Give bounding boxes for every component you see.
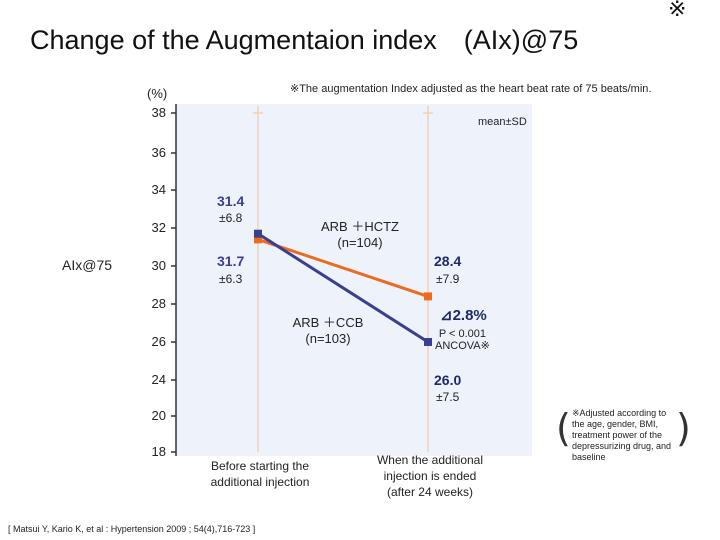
x-label-before: Before starting the additional injection: [190, 458, 330, 490]
y-tick-label: 34: [151, 182, 166, 197]
ccb-after-sd: ±7.5: [436, 390, 460, 404]
hctz-series-n: (n=104): [337, 235, 383, 250]
chart-title: Change of the Augmentaion index (AIx)@75: [30, 25, 579, 55]
hctz-after-value: 28.4: [434, 253, 462, 269]
title-reference-mark: ※: [668, 0, 687, 21]
hctz-series-name: ARB ＋HCTZ: [320, 219, 399, 234]
y-tick-label: 28: [151, 296, 166, 311]
y-tick-label: 30: [151, 258, 166, 273]
x-label-before-line: Before starting the: [210, 459, 310, 473]
y-axis: [171, 104, 177, 456]
p-value-annotation: P < 0.001 ANCOVA※: [435, 328, 490, 352]
ccb-series-label: ARB ＋CCB (n=103): [268, 312, 388, 346]
p-value: P < 0.001: [438, 328, 487, 340]
hctz-series-label: ARB ＋HCTZ (n=104): [300, 216, 420, 250]
x-label-before-line: additional injection: [210, 475, 310, 489]
data-point-0: [424, 292, 432, 301]
ccb-series-n: (n=103): [305, 331, 351, 346]
legend-note: mean±SD: [478, 116, 527, 128]
y-tick-label: 18: [151, 444, 166, 459]
statistical-test: ANCOVA※: [435, 340, 490, 352]
data-point-0: [254, 235, 262, 244]
y-tick-label: 36: [151, 145, 166, 160]
x-label-after-line: When the additional: [376, 453, 484, 467]
x-label-after-line: (after 24 weeks): [386, 485, 474, 499]
ccb-series-name: ARB ＋CCB: [292, 315, 364, 330]
y-tick-label: 24: [151, 372, 166, 387]
y-axis-unit: (%): [147, 86, 168, 101]
footnote-close-bracket: ): [676, 406, 691, 450]
series-lines: [257, 232, 429, 344]
error-bars: [253, 106, 433, 452]
footnote-open-bracket: (: [556, 406, 571, 450]
series-line-0: [257, 237, 429, 298]
difference-annotation: ⊿2.8%: [440, 307, 487, 324]
ccb-before-sd: ±6.3: [219, 272, 243, 286]
series-points: [254, 229, 432, 346]
adjustment-note: ※The augmentation Index adjusted as the …: [290, 83, 652, 95]
x-label-after: When the additional injection is ended (…: [360, 452, 500, 500]
hctz-after-sd: ±7.9: [436, 272, 460, 286]
hctz-before-value: 31.4: [217, 193, 245, 209]
hctz-before-sd: ±6.8: [219, 211, 243, 225]
data-point-1: [254, 229, 262, 238]
y-tick-label: 20: [151, 408, 166, 423]
y-axis-label: AIx@75: [62, 257, 113, 273]
y-tick-label: 32: [151, 220, 166, 235]
ccb-after-value: 26.0: [434, 372, 462, 388]
citation: [ Matsui Y, Kario K, et al : Hypertensio…: [8, 524, 256, 534]
data-point-1: [424, 338, 432, 346]
y-tick-label: 26: [151, 334, 166, 349]
plot-background: [176, 104, 532, 456]
ccb-before-value: 31.7: [217, 253, 245, 269]
series-line-1: [257, 232, 429, 344]
x-label-after-line: injection is ended: [383, 469, 477, 483]
y-tick-label: 38: [151, 105, 166, 120]
adjustment-footnote: ※Adjusted according to the age, gender, …: [572, 408, 672, 462]
